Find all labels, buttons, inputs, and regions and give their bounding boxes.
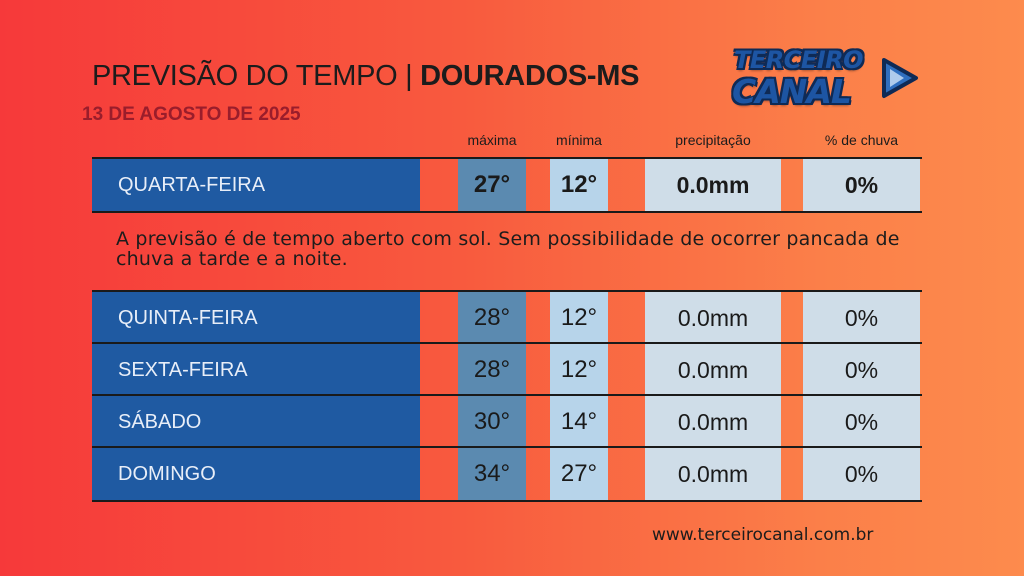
- rain-chance-cell: 0%: [803, 448, 920, 500]
- precipitation-cell: 0.0mm: [645, 292, 781, 344]
- precipitation-cell: 0.0mm: [645, 344, 781, 396]
- table-row: QUINTA-FEIRA 28° 12° 0.0mm 0%: [92, 290, 922, 344]
- min-temp-cell: 14°: [550, 396, 608, 448]
- website-link[interactable]: www.terceirocanal.com.br: [652, 525, 874, 545]
- max-temp-cell: 28°: [458, 292, 526, 344]
- table-row: DOMINGO 34° 27° 0.0mm 0%: [92, 446, 922, 502]
- day-cell: QUARTA-FEIRA: [92, 159, 420, 211]
- forecast-description: A previsão é de tempo aberto com sol. Se…: [116, 228, 900, 270]
- header-pct: % de chuva: [824, 132, 899, 148]
- logo-line-1: TERCEIRO: [734, 46, 864, 74]
- precipitation-cell: 0.0mm: [645, 159, 781, 211]
- header-prec: precipitação: [675, 132, 751, 148]
- day-cell: DOMINGO: [92, 448, 420, 500]
- day-cell: SEXTA-FEIRA: [92, 344, 420, 396]
- terceiro-canal-logo: TERCEIRO CANAL: [728, 42, 928, 111]
- table-row-today: QUARTA-FEIRA 27° 12° 0.0mm 0%: [92, 157, 922, 213]
- day-cell: SÁBADO: [92, 396, 420, 448]
- rain-chance-cell: 0%: [803, 396, 920, 448]
- max-temp-cell: 27°: [458, 159, 526, 211]
- day-cell: QUINTA-FEIRA: [92, 292, 420, 344]
- play-icon: [882, 58, 918, 98]
- page-title: PREVISÃO DO TEMPO | DOURADOS-MS: [92, 60, 639, 93]
- max-temp-cell: 30°: [458, 396, 526, 448]
- header-max: máxima: [467, 132, 517, 148]
- table-row: SÁBADO 30° 14° 0.0mm 0%: [92, 394, 922, 448]
- min-temp-cell: 27°: [550, 448, 608, 500]
- table-row: SEXTA-FEIRA 28° 12° 0.0mm 0%: [92, 342, 922, 396]
- min-temp-cell: 12°: [550, 292, 608, 344]
- max-temp-cell: 28°: [458, 344, 526, 396]
- forecast-date: 13 DE AGOSTO DE 2025: [82, 104, 301, 125]
- rain-chance-cell: 0%: [803, 292, 920, 344]
- logo-line-2: CANAL: [732, 72, 852, 111]
- min-temp-cell: 12°: [550, 344, 608, 396]
- rain-chance-cell: 0%: [803, 159, 920, 211]
- rain-chance-cell: 0%: [803, 344, 920, 396]
- header-min: mínima: [556, 132, 602, 148]
- max-temp-cell: 34°: [458, 448, 526, 500]
- title-city: DOURADOS-MS: [420, 60, 640, 92]
- precipitation-cell: 0.0mm: [645, 396, 781, 448]
- precipitation-cell: 0.0mm: [645, 448, 781, 500]
- min-temp-cell: 12°: [550, 159, 608, 211]
- title-prefix: PREVISÃO DO TEMPO |: [92, 60, 421, 92]
